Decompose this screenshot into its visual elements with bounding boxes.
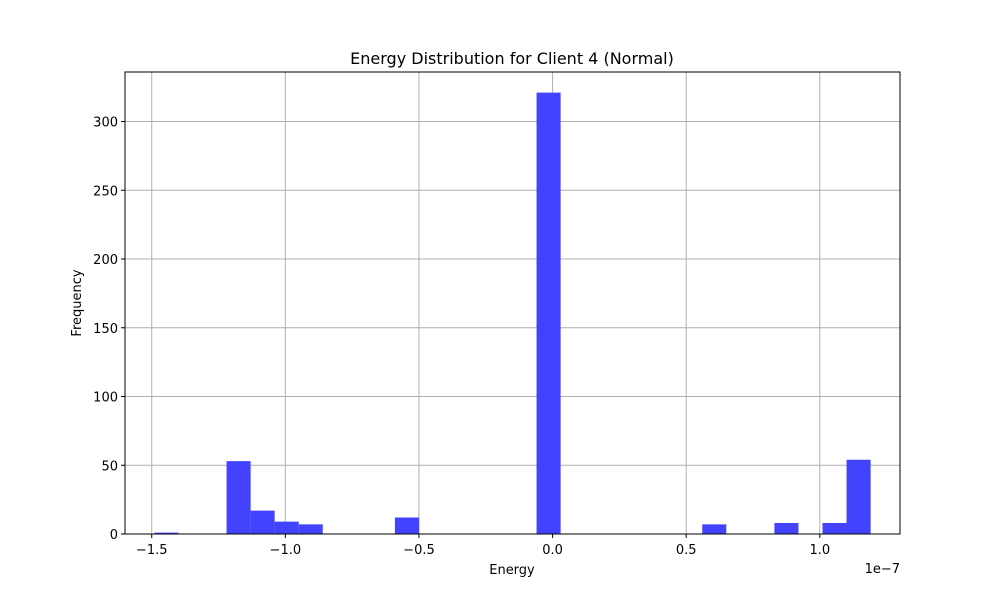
histogram-bar	[250, 510, 275, 534]
histogram-bar	[298, 524, 323, 534]
y-tick-label: 200	[93, 253, 118, 268]
y-tick-label: 100	[93, 391, 118, 406]
y-axis-label: Frequency	[70, 269, 85, 336]
y-tick-label: 0	[110, 528, 118, 543]
histogram-bar	[536, 92, 561, 534]
x-axis-offset-label: 1e−7	[865, 562, 900, 577]
grid-lines	[125, 72, 900, 535]
x-tick-label: −0.5	[403, 543, 435, 558]
histogram-bar	[702, 524, 727, 534]
x-tick-label: −1.0	[270, 543, 302, 558]
x-axis-label: Energy	[489, 563, 535, 578]
x-axis-ticks: −1.5 −1.0 −0.5 0.0 0.5 1.0	[136, 534, 830, 558]
x-tick-label: 1.0	[809, 543, 830, 558]
histogram-bar	[822, 523, 847, 534]
histogram-bar	[846, 459, 871, 534]
y-tick-label: 50	[101, 459, 118, 474]
y-tick-label: 250	[93, 184, 118, 199]
x-tick-label: 0.0	[542, 543, 563, 558]
plot-frame	[124, 71, 901, 535]
x-tick-label: 0.5	[676, 543, 697, 558]
y-tick-label: 150	[93, 322, 118, 337]
histogram-bar	[274, 521, 299, 534]
y-tick-label: 300	[93, 116, 118, 131]
chart-title: Energy Distribution for Client 4 (Normal…	[350, 49, 674, 68]
histogram-bar	[226, 461, 251, 534]
histogram-bars	[154, 92, 871, 534]
histogram-bar	[774, 523, 799, 534]
x-tick-label: −1.5	[136, 543, 168, 558]
histogram-bar	[154, 532, 179, 534]
histogram-bar	[394, 517, 419, 534]
y-axis-ticks: 0 50 100 150 200 250 300	[93, 116, 125, 543]
